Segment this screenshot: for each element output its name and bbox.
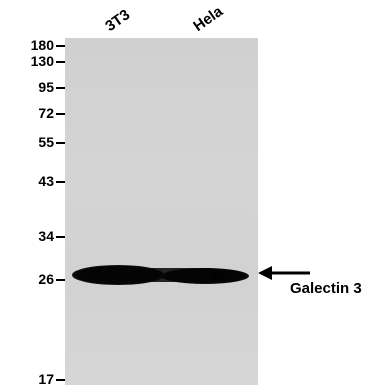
marker-tick-43 bbox=[56, 181, 65, 183]
marker-tick-34 bbox=[56, 236, 65, 238]
marker-tick-180 bbox=[56, 45, 65, 47]
blot-membrane bbox=[65, 38, 258, 385]
marker-tick-72 bbox=[56, 113, 65, 115]
marker-tick-55 bbox=[56, 142, 65, 144]
marker-tick-95 bbox=[56, 87, 65, 89]
marker-label-43: 43 bbox=[38, 173, 54, 189]
marker-tick-130 bbox=[56, 61, 65, 63]
marker-tick-17 bbox=[56, 379, 65, 381]
lane-label-hela: Hela bbox=[190, 2, 226, 35]
marker-label-26: 26 bbox=[38, 271, 54, 287]
marker-label-180: 180 bbox=[30, 37, 54, 53]
left-arrow-icon bbox=[258, 264, 310, 282]
marker-label-72: 72 bbox=[38, 105, 54, 121]
marker-label-55: 55 bbox=[38, 134, 54, 150]
marker-label-34: 34 bbox=[38, 228, 54, 244]
protein-bands bbox=[72, 265, 249, 285]
marker-tick-26 bbox=[56, 279, 65, 281]
marker-label-17: 17 bbox=[38, 371, 54, 387]
marker-label-130: 130 bbox=[30, 53, 54, 69]
band-label: Galectin 3 bbox=[290, 280, 362, 297]
lane-label-3t3: 3T3 bbox=[102, 6, 134, 36]
marker-label-95: 95 bbox=[38, 79, 54, 95]
